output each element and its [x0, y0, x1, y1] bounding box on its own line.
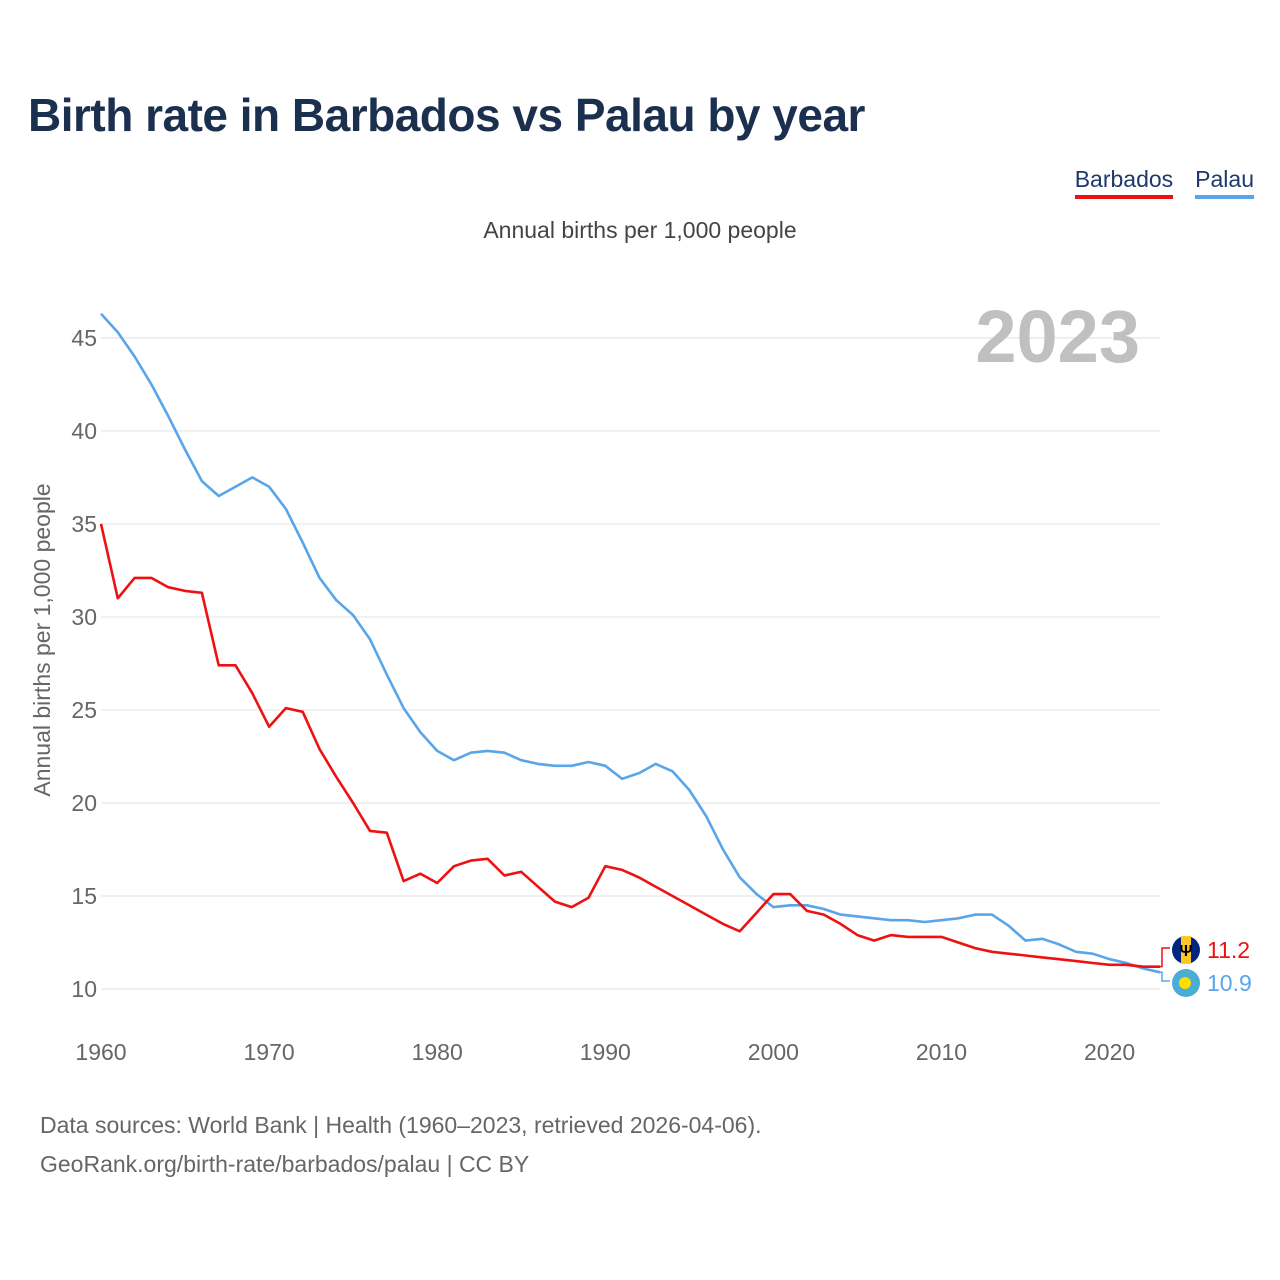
x-tick-label: 2010 [916, 1039, 967, 1065]
source-note: Data sources: World Bank | Health (1960–… [40, 1106, 762, 1184]
x-tick-label: 2020 [1084, 1039, 1135, 1065]
x-tick-label: 1960 [75, 1039, 126, 1065]
y-tick-label: 30 [71, 604, 97, 630]
palau-flag-icon [1172, 969, 1200, 997]
gridlines [101, 337, 1160, 990]
y-tick-label: 10 [71, 976, 97, 1002]
series-line-barbados[interactable] [99, 523, 1160, 968]
end-value-label-barbados: 11.2 [1207, 937, 1250, 963]
y-tick-label: 20 [71, 790, 97, 816]
x-tick-label: 1980 [412, 1039, 463, 1065]
connector-barbados [1160, 947, 1170, 968]
chart-subtitle: Annual births per 1,000 people [483, 217, 797, 243]
source-line-2[interactable]: GeoRank.org/birth-rate/barbados/palau | … [40, 1151, 530, 1177]
legend: Barbados Palau [1074, 166, 1254, 199]
y-axis-label: Annual births per 1,000 people [29, 483, 55, 796]
line-chart: 2023 10 15 20 25 30 35 40 45 1960 1970 1980 1990 20… [29, 295, 1252, 1065]
y-tick-label: 40 [71, 418, 97, 444]
x-axis: 1960 1970 1980 1990 2000 2010 2020 [75, 1039, 1135, 1065]
barbados-flag-icon: Ψ [1172, 936, 1200, 964]
y-axis: 10 15 20 25 30 35 40 45 [71, 325, 97, 1002]
y-tick-label: 45 [71, 325, 97, 351]
end-markers: Ψ 11.2 10.9 [1160, 936, 1252, 997]
x-tick-label: 1970 [244, 1039, 295, 1065]
end-value-label-palau: 10.9 [1207, 970, 1252, 996]
y-tick-label: 35 [71, 511, 97, 537]
series-line-palau[interactable] [100, 312, 1161, 974]
source-line-1: Data sources: World Bank | Health (1960–… [40, 1112, 762, 1138]
series-layer [99, 312, 1161, 974]
x-tick-label: 1990 [580, 1039, 631, 1065]
y-tick-label: 25 [71, 697, 97, 723]
y-tick-label: 15 [71, 883, 97, 909]
chart-title: Birth rate in Barbados vs Palau by year [28, 89, 865, 141]
svg-text:Ψ: Ψ [1180, 943, 1193, 960]
year-watermark: 2023 [975, 295, 1140, 378]
x-tick-label: 2000 [748, 1039, 799, 1065]
connector-palau [1160, 971, 1170, 982]
legend-item-barbados[interactable]: Barbados [1074, 166, 1174, 199]
legend-item-palau[interactable]: Palau [1195, 166, 1254, 199]
